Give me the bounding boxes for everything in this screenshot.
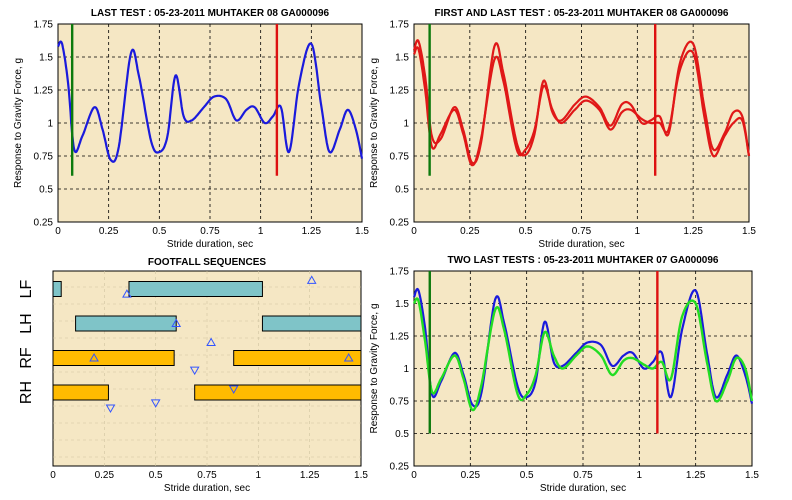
y-tick-label: 1.25 bbox=[34, 86, 54, 97]
x-tick-label: 1.25 bbox=[300, 470, 320, 481]
y-tick-label: 1.25 bbox=[390, 332, 410, 343]
y-tick-label: 0.25 bbox=[390, 462, 410, 473]
y-tick-label: 0.5 bbox=[395, 185, 409, 196]
y-tick-label: 1.75 bbox=[34, 20, 54, 31]
y-tick-label: 0.25 bbox=[34, 218, 54, 229]
event-triangle-marker bbox=[343, 352, 354, 362]
x-tick-label: 1 bbox=[637, 470, 643, 481]
stance-bar-rh bbox=[194, 384, 362, 401]
leg-label-rf: RF bbox=[18, 347, 35, 369]
leg-label-rh: RH bbox=[18, 381, 35, 404]
x-tick-label: 1 bbox=[258, 226, 264, 237]
y-axis-label: Response to Gravity Force, g bbox=[369, 58, 380, 188]
chart-title: TWO LAST TESTS : 05-23-2011 MUHTAKER 07 … bbox=[447, 255, 718, 266]
y-axis-label: Response to Gravity Force, g bbox=[369, 303, 380, 433]
x-tick-label: 1.25 bbox=[686, 470, 706, 481]
event-triangle-marker bbox=[89, 352, 99, 362]
leg-label-lh: LH bbox=[18, 313, 35, 333]
series-line-2 bbox=[413, 46, 751, 167]
x-axis-label: Stride duration, sec bbox=[167, 239, 253, 250]
stance-bar-rf bbox=[52, 350, 175, 366]
x-tick-label: 1 bbox=[256, 470, 262, 481]
stance-bar-lh bbox=[75, 315, 177, 332]
x-tick-label: 0 bbox=[411, 226, 417, 237]
y-tick-label: 0.75 bbox=[390, 152, 410, 163]
y-tick-label: 1.5 bbox=[395, 53, 409, 64]
x-axis-label: Stride duration, sec bbox=[540, 483, 626, 494]
two-last-tests-panel: 0 0.25 0.5 0.75 1 1.25 1.50.250.50.7511.251.51… bbox=[369, 255, 759, 494]
last-test-panel: 0 0.25 0.5 0.75 1 1.25 1.50.250.50.7511.251.51… bbox=[13, 8, 369, 250]
x-tick-label: 1.25 bbox=[683, 226, 703, 237]
event-triangle-marker bbox=[306, 275, 317, 284]
x-tick-label: 1.25 bbox=[302, 226, 322, 237]
event-triangle-marker bbox=[189, 366, 200, 376]
x-tick-label: 0.75 bbox=[197, 470, 217, 481]
y-tick-label: 1.25 bbox=[390, 86, 410, 97]
y-tick-label: 0.75 bbox=[34, 152, 54, 163]
y-tick-label: 1.75 bbox=[390, 267, 410, 278]
footfall-panel: 0 0.25 0.5 0.75 1 1.25 1.5 LF LH RF RH FOOTFALL SEQ… bbox=[18, 257, 368, 494]
event-triangle-marker bbox=[171, 318, 182, 327]
leg-label-lf: LF bbox=[18, 279, 35, 298]
x-tick-label: 1.5 bbox=[354, 470, 368, 481]
x-tick-label: 0.25 bbox=[460, 226, 480, 237]
stance-bar-rf bbox=[233, 350, 362, 366]
stance-bar-lf bbox=[128, 281, 263, 297]
y-tick-label: 1 bbox=[403, 119, 409, 130]
event-triangle-marker bbox=[150, 399, 161, 408]
x-tick-label: 0.25 bbox=[461, 470, 481, 481]
y-axis-label: Response to Gravity Force, g bbox=[13, 58, 24, 188]
x-tick-label: 1 bbox=[635, 226, 641, 237]
y-tick-label: 0.75 bbox=[390, 397, 410, 408]
x-tick-label: 0.5 bbox=[519, 226, 533, 237]
y-tick-label: 0.5 bbox=[39, 185, 53, 196]
stance-bar-rh bbox=[52, 384, 109, 401]
x-tick-label: 0 bbox=[411, 470, 417, 481]
chart-title: LAST TEST : 05-23-2011 MUHTAKER 08 GA000… bbox=[91, 8, 330, 19]
event-triangle-marker bbox=[228, 385, 239, 395]
y-tick-label: 1 bbox=[403, 364, 409, 375]
stance-bar-lf bbox=[52, 281, 62, 297]
series-line-1 bbox=[57, 40, 364, 163]
event-triangle-marker bbox=[206, 337, 216, 346]
event-triangle-marker bbox=[105, 404, 116, 414]
y-tick-label: 1.5 bbox=[39, 53, 53, 64]
x-tick-label: 0 bbox=[50, 470, 56, 481]
x-axis-label: Stride duration, sec bbox=[164, 483, 250, 494]
first-last-test-panel: 0 0.25 0.5 0.75 1 1.25 1.50.250.50.7511.251.51… bbox=[369, 8, 756, 250]
x-tick-label: 1.5 bbox=[742, 226, 756, 237]
series-line-2 bbox=[413, 297, 754, 412]
y-tick-label: 1.75 bbox=[390, 20, 410, 31]
y-tick-label: 0.25 bbox=[390, 218, 410, 229]
stance-bar-lh bbox=[261, 315, 362, 332]
x-tick-label: 0.5 bbox=[520, 470, 534, 481]
x-tick-label: 0.75 bbox=[200, 226, 220, 237]
y-tick-label: 1.5 bbox=[395, 299, 409, 310]
y-tick-label: 0.5 bbox=[395, 429, 409, 440]
x-tick-label: 1.5 bbox=[745, 470, 759, 481]
x-tick-label: 0.25 bbox=[99, 226, 119, 237]
x-tick-label: 0.75 bbox=[572, 226, 592, 237]
x-tick-label: 1.5 bbox=[355, 226, 369, 237]
x-tick-label: 0 bbox=[55, 226, 61, 237]
x-tick-label: 0.5 bbox=[152, 226, 166, 237]
x-tick-label: 0.5 bbox=[149, 470, 163, 481]
x-tick-label: 0.25 bbox=[95, 470, 115, 481]
y-tick-label: 1 bbox=[47, 119, 53, 130]
x-tick-label: 0.75 bbox=[573, 470, 593, 481]
event-triangle-marker bbox=[122, 289, 132, 298]
chart-title: FOOTFALL SEQUENCES bbox=[148, 257, 266, 268]
chart-title: FIRST AND LAST TEST : 05-23-2011 MUHTAKE… bbox=[435, 8, 729, 19]
x-axis-label: Stride duration, sec bbox=[538, 239, 624, 250]
